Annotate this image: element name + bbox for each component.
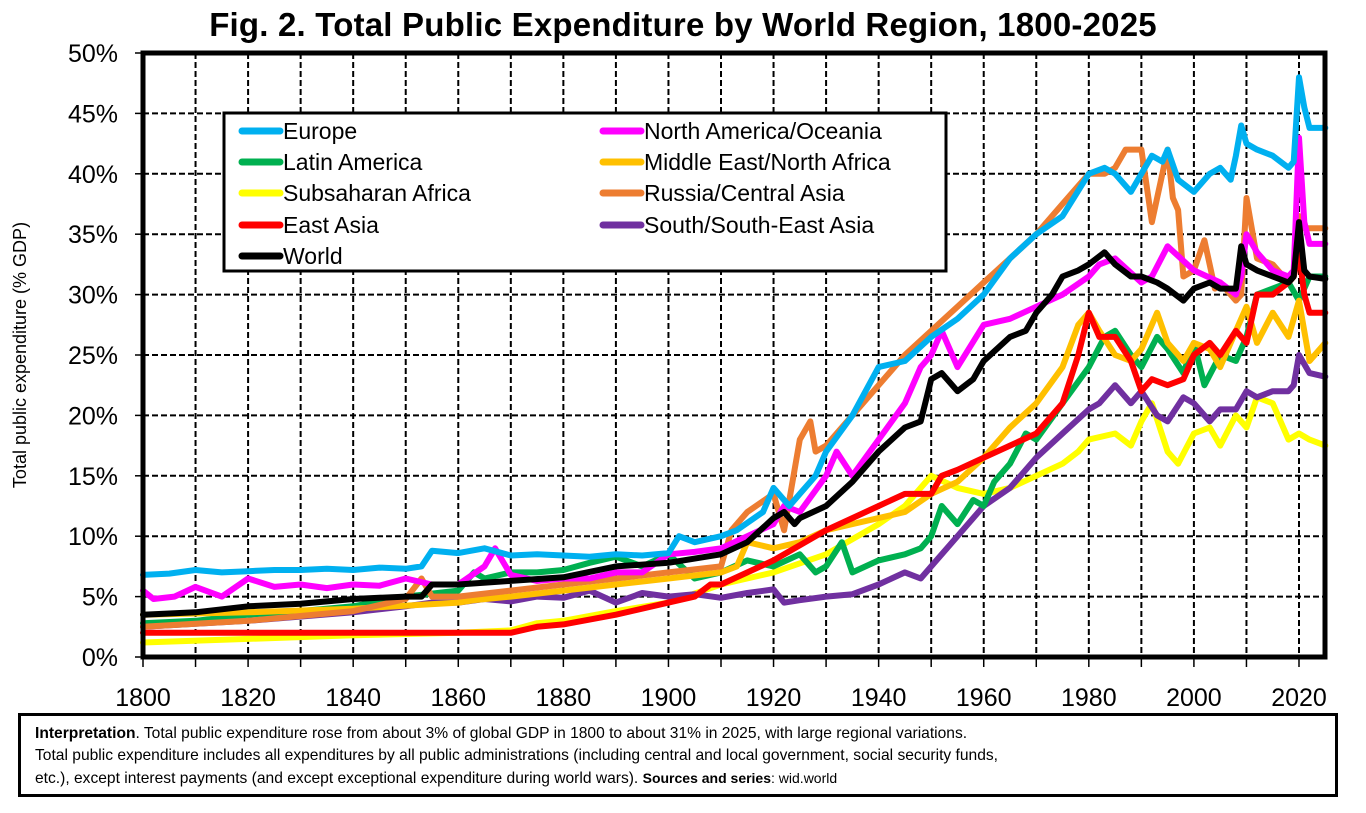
y-axis-label: Total public expenditure (% GDP): [10, 222, 30, 488]
x-tick-label: 1800: [115, 684, 171, 710]
legend-label-world: World: [283, 243, 343, 269]
interpretation-note: Interpretation. Total public expenditure…: [18, 713, 1338, 797]
x-tick-label: 1900: [641, 684, 697, 710]
interpretation-text: . Total public expenditure rose from abo…: [135, 725, 968, 742]
series-line-subsaharan-africa: [140, 394, 1329, 646]
series-line-latin-america: [140, 273, 1329, 627]
x-tick-label: 1820: [220, 684, 276, 710]
y-tick-label: 45%: [68, 100, 118, 128]
legend-label-east-asia: East Asia: [283, 212, 379, 238]
legend: Europe North America/Oceania Latin America…: [222, 111, 948, 273]
x-tick-label: 1840: [325, 684, 381, 710]
chart: 0% 5% 10% 15% 20% 25% 30% 35% 40% 45% 50% 1800 1820 1…: [10, 40, 1329, 710]
legend-label-south-south-east-asia: South/South-East Asia: [644, 212, 874, 238]
series-line-south-south-east-asia: [140, 352, 1329, 630]
legend-label-subsaharan-africa: Subsaharan Africa: [283, 180, 471, 206]
x-tick-label: 1880: [536, 684, 592, 710]
series-line-north-america-oceania: [140, 134, 1329, 602]
y-tick-label: 15%: [68, 463, 118, 491]
series-line-europe: [140, 74, 1329, 578]
interpretation-label: Interpretation: [35, 725, 136, 742]
y-tick-label: 20%: [68, 402, 118, 430]
chart-title: Fig. 2. Total Public Expenditure by Worl…: [209, 6, 1157, 43]
note-line-3-text: etc.), except interest payments (and exc…: [35, 770, 643, 787]
y-tick-label: 10%: [68, 523, 118, 551]
y-tick-label: 30%: [68, 282, 118, 310]
y-tick-label: 40%: [68, 161, 118, 189]
series-line-world: [140, 219, 1329, 618]
legend-label-europe: Europe: [283, 118, 357, 144]
x-tick-label: 2000: [1166, 684, 1222, 710]
y-tick-label: 5%: [82, 584, 118, 612]
y-tick-label: 25%: [68, 342, 118, 370]
legend-label-north-america-oceania: North America/Oceania: [644, 118, 882, 144]
plot-frame: [140, 50, 1328, 660]
note-line-2: Total public expenditure includes all ex…: [35, 747, 999, 764]
x-tick-label: 1940: [851, 684, 907, 710]
sources-link[interactable]: : wid.world: [771, 770, 838, 786]
y-tick-label: 50%: [68, 40, 118, 68]
series-line-east-asia: [140, 249, 1329, 636]
x-tick-label: 1960: [956, 684, 1012, 710]
note-line-3: etc.), except interest payments (and exc…: [35, 767, 1321, 790]
legend-label-latin-america: Latin America: [283, 149, 423, 175]
sources-label: Sources and series: [642, 770, 772, 786]
y-tick-label: 35%: [68, 221, 118, 249]
x-tick-label: 1980: [1061, 684, 1117, 710]
note-line-1: Interpretation. Total public expenditure…: [35, 723, 1321, 745]
series-lines: [140, 74, 1329, 646]
axes: 0% 5% 10% 15% 20% 25% 30% 35% 40% 45% 50% 1800 1820 1…: [68, 40, 1327, 710]
x-tick-label: 1920: [746, 684, 802, 710]
x-tick-label: 2020: [1271, 684, 1327, 710]
legend-label-middle-east-north-africa: Middle East/North Africa: [644, 149, 891, 175]
legend-box: [222, 111, 948, 273]
y-tick-label: 0%: [82, 644, 118, 672]
legend-label-russia-central-asia: Russia/Central Asia: [644, 180, 845, 206]
x-tick-label: 1860: [430, 684, 486, 710]
